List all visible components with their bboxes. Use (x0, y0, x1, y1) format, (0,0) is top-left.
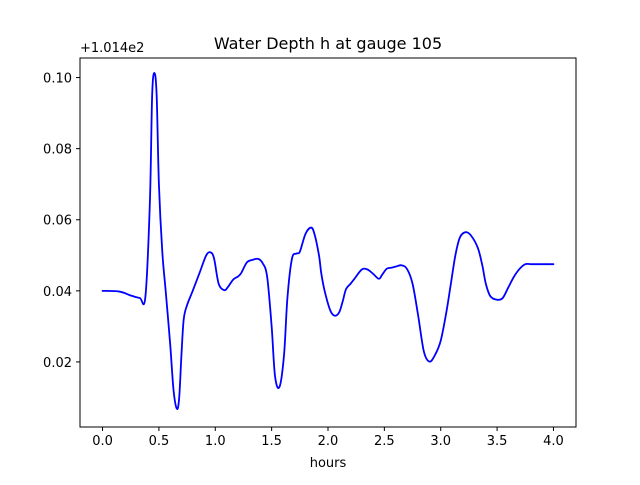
y-tick-label: 0.04 (43, 285, 72, 300)
y-tick-label: 0.10 (43, 72, 72, 87)
y-offset-label: +1.014e2 (80, 41, 144, 56)
x-tick-label: 1.5 (261, 434, 282, 449)
x-tick-label: 1.0 (205, 434, 226, 449)
chart-title: Water Depth h at gauge 105 (214, 34, 442, 53)
x-tick-label: 2.5 (374, 434, 395, 449)
x-axis-label: hours (310, 456, 347, 471)
x-tick-label: 3.0 (430, 434, 451, 449)
x-tick-label: 4.0 (543, 434, 564, 449)
x-tick-label: 0.0 (92, 434, 113, 449)
y-tick-label: 0.08 (43, 143, 72, 158)
x-tick-label: 2.0 (318, 434, 339, 449)
y-tick-label: 0.06 (43, 214, 72, 229)
x-tick-label: 0.5 (149, 434, 170, 449)
y-tick-label: 0.02 (43, 356, 72, 371)
x-tick-label: 3.5 (487, 434, 508, 449)
plot-frame (79, 57, 577, 428)
series-line (101, 72, 555, 410)
